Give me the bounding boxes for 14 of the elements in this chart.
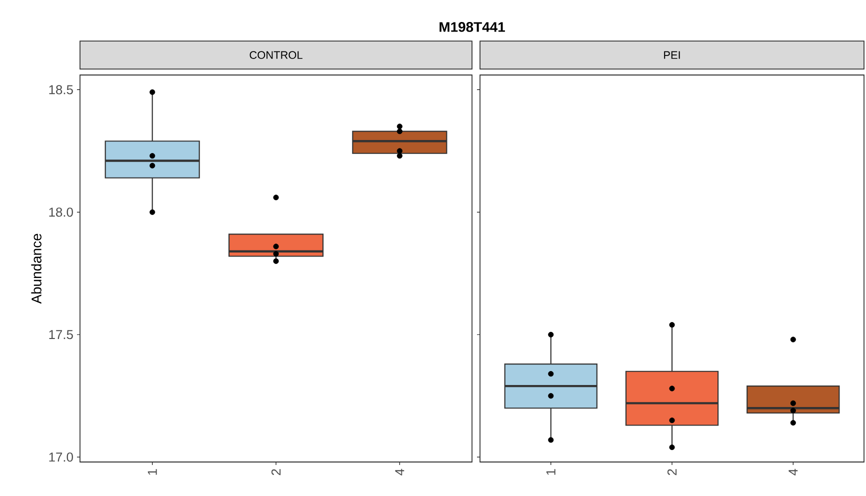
y-tick-label: 18.0 — [49, 208, 73, 217]
y-tick-label: 17.0 — [49, 452, 73, 462]
x-tick-label: 2 — [667, 469, 677, 476]
chart-title: M198T441 — [440, 22, 505, 32]
chart-subtitle: CONTROL — [250, 51, 302, 59]
x-tick-label: 4 — [395, 468, 404, 476]
x-tick-label: 4 — [788, 468, 798, 476]
y-axis-title: Abundance — [31, 234, 42, 304]
y-tick-label: 18.5 — [49, 85, 73, 94]
chart-subtitle: PEI — [664, 51, 680, 59]
x-tick-label: 1 — [148, 469, 157, 475]
x-tick-label: 1 — [546, 469, 556, 475]
x-tick-label: 2 — [271, 469, 281, 476]
y-tick-label: 17.5 — [49, 330, 73, 340]
